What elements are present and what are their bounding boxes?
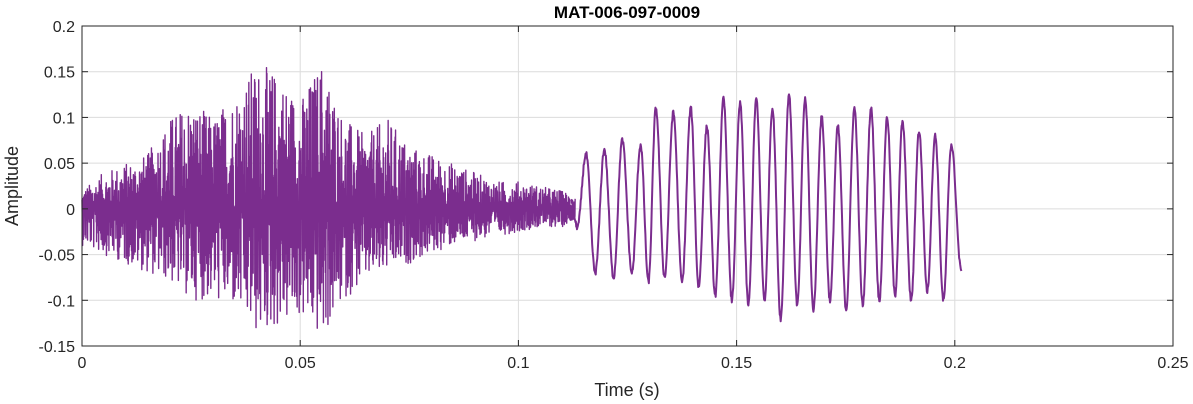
y-tick-label: 0.2 [53,19,75,36]
y-tick-label: 0 [66,202,75,219]
x-tick-label: 0.05 [285,355,316,372]
x-tick-label: 0.15 [721,355,752,372]
y-tick-label: -0.05 [39,248,76,265]
y-tick-label: -0.1 [47,293,75,310]
y-tick-label: 0.05 [44,156,75,173]
ticks: 0 0.05 0.1 0.15 0.2 0.25 -0.15 -0.1 -0.05 0 0.05 0.… [39,19,1189,372]
y-tick-label: -0.15 [39,339,76,356]
y-tick-label: 0.1 [53,110,75,127]
x-tick-label: 0.2 [944,355,966,372]
series [81,66,963,329]
series-line-oscillation [570,93,963,323]
y-axis-label: Amplitude [2,146,22,226]
plot-frame [81,25,1174,347]
y-tick-label: 0.15 [44,65,75,82]
x-axis-label: Time (s) [594,380,659,400]
x-tick-label: 0.1 [507,355,529,372]
series-line-noise [81,66,576,329]
chart-title: MAT-006-097-0009 [554,3,700,22]
x-tick-label: 0.25 [1157,355,1188,372]
x-tick-label: 0 [78,355,87,372]
